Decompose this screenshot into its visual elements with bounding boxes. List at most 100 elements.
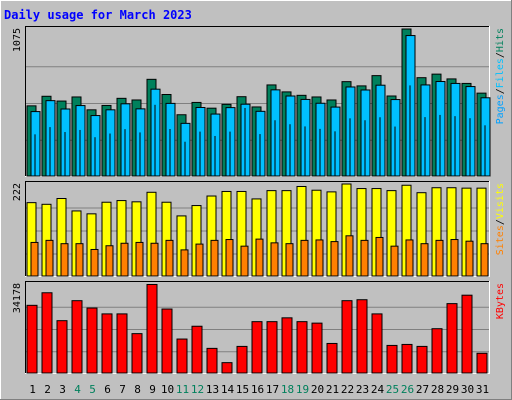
sites-bar-day-5 [90,248,99,277]
sites-bar-day-1 [30,241,39,277]
kbytes-bar-day-14 [221,362,233,374]
kbytes-bar-day-22 [341,300,353,374]
sites-bar-day-15 [240,245,249,277]
kbytes-bar-day-10 [161,308,173,374]
chart-title: Daily usage for March 2023 [4,8,192,22]
sites-bar-day-27 [420,243,429,277]
kbytes-bar-day-13 [206,347,218,374]
kbytes-bar-day-29 [446,303,458,374]
kbytes-bar-day-17 [266,321,278,374]
sites-bar-day-20 [315,239,324,277]
visits-ymax-label: 222 [12,183,23,201]
sites-bar-day-16 [255,238,264,277]
kbytes-panel: 34178 KBytes [12,281,506,374]
kbytes-bar-day-30 [461,294,473,374]
kbytes-bar-day-12 [191,325,203,374]
kbytes-bar-day-6 [101,313,113,374]
sites-bar-day-25 [390,245,399,277]
sites-bar-day-10 [165,239,174,277]
x-label-day-4: 4 [74,383,81,396]
chart-panels: 1075Pages/Files/Hits222Sites/Visits34178… [12,26,506,374]
sites-bar-day-11 [180,249,189,277]
kbytes-bar-day-8 [131,333,143,374]
x-label-day-18: 18 [281,383,294,396]
x-label-day-16: 16 [251,383,264,396]
x-label-day-22: 22 [341,383,354,396]
kbytes-bar-day-11 [176,338,188,374]
x-label-day-14: 14 [221,383,235,396]
sites-bar-day-18 [285,243,294,277]
kbytes-ymax-label: 34178 [12,283,23,313]
x-label-day-31: 31 [476,383,489,396]
sites-bar-day-22 [345,235,354,277]
legend-visits: Visits [495,183,506,219]
x-label-day-26: 26 [401,383,414,396]
kbytes-bar-day-20 [311,322,323,374]
kbytes-bar-day-28 [431,328,443,374]
kbytes-bar-day-7 [116,313,128,374]
x-label-day-11: 11 [176,383,189,396]
x-label-day-9: 9 [149,383,156,396]
x-label-day-24: 24 [371,383,385,396]
hits-files-pages-legend-separator: / [495,52,506,58]
kbytes-bar-day-19 [296,321,308,374]
sites-bar-day-3 [60,243,69,277]
x-label-day-15: 15 [236,383,249,396]
x-label-day-25: 25 [386,383,399,396]
visits-sites-panel: 222 Sites/Visits [12,181,506,277]
x-label-day-5: 5 [89,383,96,396]
hits-files-pages-legend: Pages/Files/Hits [495,28,506,124]
sites-bar-day-8 [135,241,144,277]
kbytes-bar-day-1 [26,304,38,374]
x-label-day-17: 17 [266,383,279,396]
legend-pages: Pages [495,94,506,124]
x-label-day-3: 3 [59,383,66,396]
sites-bar-day-13 [210,239,219,277]
sites-bar-day-29 [450,239,459,277]
x-label-day-8: 8 [134,383,141,396]
x-label-day-28: 28 [431,383,444,396]
sites-bar-day-30 [465,240,474,277]
sites-bar-day-24 [375,236,384,277]
kbytes-bar-day-3 [56,320,68,374]
sites-bar-day-21 [330,241,339,277]
x-label-day-20: 20 [311,383,324,396]
kbytes-bar-day-18 [281,317,293,374]
x-label-day-7: 7 [119,383,126,396]
x-label-day-23: 23 [356,383,369,396]
x-label-day-30: 30 [461,383,474,396]
kbytes-bar-day-26 [401,343,413,374]
sites-bar-day-28 [435,239,444,277]
x-label-day-27: 27 [416,383,429,396]
x-label-day-29: 29 [446,383,459,396]
kbytes-legend: KBytes [495,283,506,319]
legend-kbytes: KBytes [495,283,506,319]
sites-bar-day-7 [120,242,129,277]
sites-bar-day-12 [195,243,204,277]
sites-bar-day-6 [105,245,114,277]
kbytes-bar-day-16 [251,321,263,374]
x-label-day-19: 19 [296,383,309,396]
sites-bar-day-2 [45,239,54,277]
sites-bar-day-23 [360,239,369,277]
sites-bar-day-19 [300,239,309,277]
kbytes-bar-day-24 [371,313,383,374]
x-label-day-10: 10 [161,383,174,396]
kbytes-bar-day-23 [356,299,368,374]
kbytes-bar-day-9 [146,283,158,374]
x-axis-labels: 1 2 3 4 5 6 7 8 9 10 11 12 13 14 15 16 17 18 19 20 21 22 23 24 2… [29,383,489,396]
sites-bar-day-14 [225,239,234,277]
kbytes-bar-day-4 [71,300,83,374]
legend-sites: Sites [495,225,506,255]
hits-files-pages-legend-separator: / [495,88,506,94]
x-label-day-6: 6 [104,383,111,396]
x-label-day-1: 1 [29,383,36,396]
kbytes-bar-day-27 [416,345,428,374]
kbytes-bar-day-2 [41,292,53,374]
kbytes-bar-day-5 [86,307,98,374]
x-label-day-12: 12 [191,383,204,396]
kbytes-bar-day-15 [236,345,248,374]
sites-bar-day-17 [270,242,279,277]
sites-bar-day-9 [150,242,159,277]
